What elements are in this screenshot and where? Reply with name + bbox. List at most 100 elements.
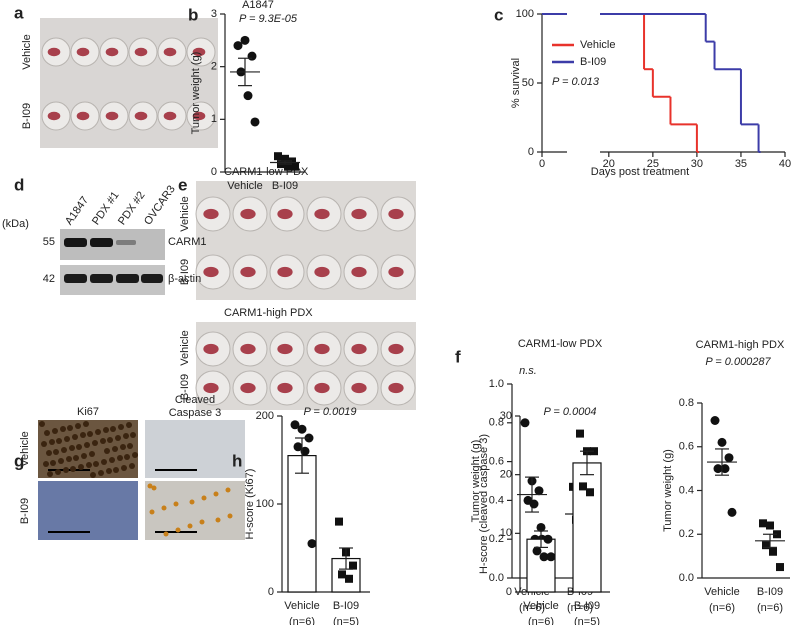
nucleus <box>87 431 93 437</box>
nucleus <box>123 433 129 439</box>
nucleus <box>49 439 55 445</box>
nucleus <box>76 444 82 450</box>
tumor <box>240 266 256 278</box>
tumor <box>203 208 219 220</box>
data-point <box>274 152 282 161</box>
tumor <box>240 343 256 355</box>
nucleus <box>129 463 135 469</box>
band <box>116 240 136 245</box>
stain <box>199 519 205 525</box>
panel-letter: a <box>14 3 24 22</box>
chart-title: CARM1-high PDX <box>696 339 785 351</box>
row-label: Vehicle <box>21 34 33 69</box>
y-tick-label: 0 <box>268 586 274 598</box>
bar <box>572 462 602 593</box>
tumor <box>314 208 330 220</box>
nucleus <box>110 426 116 432</box>
nucleus <box>80 432 86 438</box>
nucleus <box>113 467 119 473</box>
data-point <box>539 552 549 562</box>
data-point <box>291 162 299 171</box>
tumor <box>277 208 293 220</box>
tumor <box>76 47 90 57</box>
x-tick-note: (n=6) <box>519 602 545 614</box>
tumor <box>134 47 148 57</box>
x-tick-note: (n=6) <box>289 616 315 625</box>
data-point <box>338 570 346 579</box>
y-tick-label: 100 <box>516 8 534 20</box>
data-point <box>762 541 770 550</box>
y-axis-label: % survival <box>510 58 522 108</box>
data-point <box>284 162 292 171</box>
nucleus <box>69 445 75 451</box>
band <box>64 274 87 283</box>
x-tick-label: 20 <box>603 158 615 170</box>
x-tick-label: Vehicle <box>227 180 262 192</box>
y-tick-label: 0.0 <box>489 572 504 584</box>
band <box>141 274 163 283</box>
column-title: Ki67 <box>77 406 99 418</box>
group-title: CARM1-high PDX <box>224 307 313 319</box>
x-tick-label: B-I09 <box>272 180 298 192</box>
stain <box>215 517 221 523</box>
row-label: B-I09 <box>179 374 191 400</box>
x-tick-note: (n=5) <box>574 616 600 625</box>
tumor <box>314 266 330 278</box>
marker-label: 55 <box>43 236 55 248</box>
tumor <box>192 47 206 57</box>
tumor <box>47 47 61 57</box>
nucleus <box>55 469 61 475</box>
y-tick-label: 0.4 <box>679 484 694 496</box>
nucleus <box>90 472 96 478</box>
y-tick-label: 0.2 <box>489 533 504 545</box>
tumor <box>47 111 61 121</box>
x-tick-label: B-I09 <box>757 586 783 598</box>
data-point <box>349 561 357 570</box>
data-point <box>297 424 307 434</box>
tumor <box>388 208 404 220</box>
marker-label: 42 <box>43 273 55 285</box>
annotation: P = 9.3E-05 <box>239 13 298 25</box>
x-tick-label: 40 <box>779 158 791 170</box>
nucleus <box>95 429 101 435</box>
nucleus <box>104 448 110 454</box>
y-tick-label: 0.4 <box>489 494 504 506</box>
row-label: Vehicle <box>179 330 191 365</box>
tumor <box>203 266 219 278</box>
tumor <box>105 111 119 121</box>
stain <box>225 487 231 493</box>
annotation: P = 0.000287 <box>705 356 771 368</box>
row-label: Vehicle <box>19 431 31 466</box>
tumor <box>351 382 367 394</box>
tumor <box>163 111 177 121</box>
nucleus <box>89 451 95 457</box>
data-point <box>576 429 584 438</box>
tumor <box>388 266 404 278</box>
data-point <box>543 534 553 544</box>
nucleus <box>50 460 56 466</box>
band <box>64 238 87 247</box>
y-axis-label: H-score (cleaved caspase 3) <box>478 434 490 574</box>
data-point <box>293 442 303 452</box>
y-tick-label: 200 <box>256 410 274 422</box>
x-tick-label: 25 <box>647 158 659 170</box>
nucleus <box>60 426 66 432</box>
data-point <box>724 453 734 463</box>
nucleus <box>100 438 106 444</box>
nucleus <box>44 430 50 436</box>
data-point <box>769 547 777 556</box>
x-tick-note: (n=6) <box>528 616 554 625</box>
nucleus <box>52 428 58 434</box>
data-point <box>713 464 723 474</box>
nucleus <box>106 468 112 474</box>
nucleus <box>81 453 87 459</box>
tumor <box>240 208 256 220</box>
nucleus <box>72 434 78 440</box>
x-tick-note: (n=6) <box>757 602 783 614</box>
panel-letter: b <box>188 5 198 24</box>
nucleus <box>92 440 98 446</box>
data-point <box>710 416 720 425</box>
nucleus <box>47 471 53 477</box>
x-axis-label: Days post treatment <box>591 166 689 178</box>
data-point <box>307 539 317 549</box>
